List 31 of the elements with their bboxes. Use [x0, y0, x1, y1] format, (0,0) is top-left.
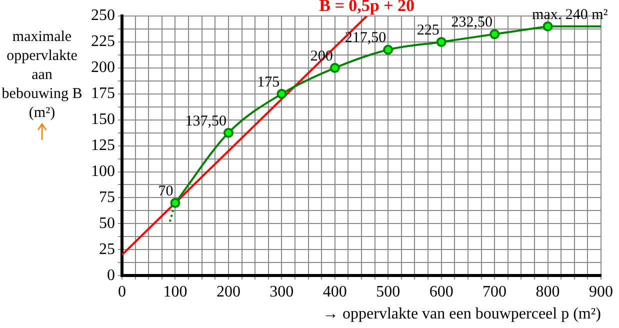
y-tick-label: 0 — [107, 266, 115, 284]
x-tick-label: 500 — [376, 283, 400, 300]
data-label: 175 — [257, 74, 280, 90]
x-tick-label: 600 — [429, 283, 454, 300]
series-label: B = 0,5p + 20 — [319, 0, 415, 15]
y-tick-label: 25 — [99, 240, 115, 258]
y-tick-label: 200 — [91, 59, 115, 76]
data-label: 225 — [416, 22, 440, 38]
y-tick-label: 225 — [91, 33, 115, 50]
x-tick-label: 900 — [589, 283, 613, 300]
x-axis-title: → oppervlakte van een bouwperceel p (m²) — [322, 306, 601, 323]
y-tick-label: 75 — [99, 188, 115, 206]
x-tick-label: 700 — [482, 283, 507, 300]
y-axis-title: maximale oppervlakte aan bebouwing B (m²) — [2, 29, 82, 121]
y-tick-label: 150 — [91, 111, 115, 128]
data-label: 232,50 — [451, 14, 493, 31]
data-label: max. 240 m² — [532, 6, 608, 23]
x-tick-label: 800 — [536, 283, 560, 300]
x-tick-label: 100 — [163, 283, 188, 300]
x-tick-label: 400 — [322, 283, 347, 300]
y-tick-label: 175 — [91, 85, 115, 102]
x-tick-label: 200 — [216, 283, 240, 300]
y-tick-label: 50 — [99, 214, 115, 232]
x-tick-label: 300 — [270, 283, 294, 300]
x-tick-label: 0 — [118, 283, 126, 300]
data-label: 137,50 — [185, 113, 226, 130]
y-tick-label: 125 — [91, 137, 115, 154]
y-tick-label: 100 — [91, 162, 115, 180]
data-label: 70 — [158, 183, 174, 200]
y-tick-label: 250 — [91, 7, 115, 24]
data-label: 217,50 — [344, 30, 386, 46]
